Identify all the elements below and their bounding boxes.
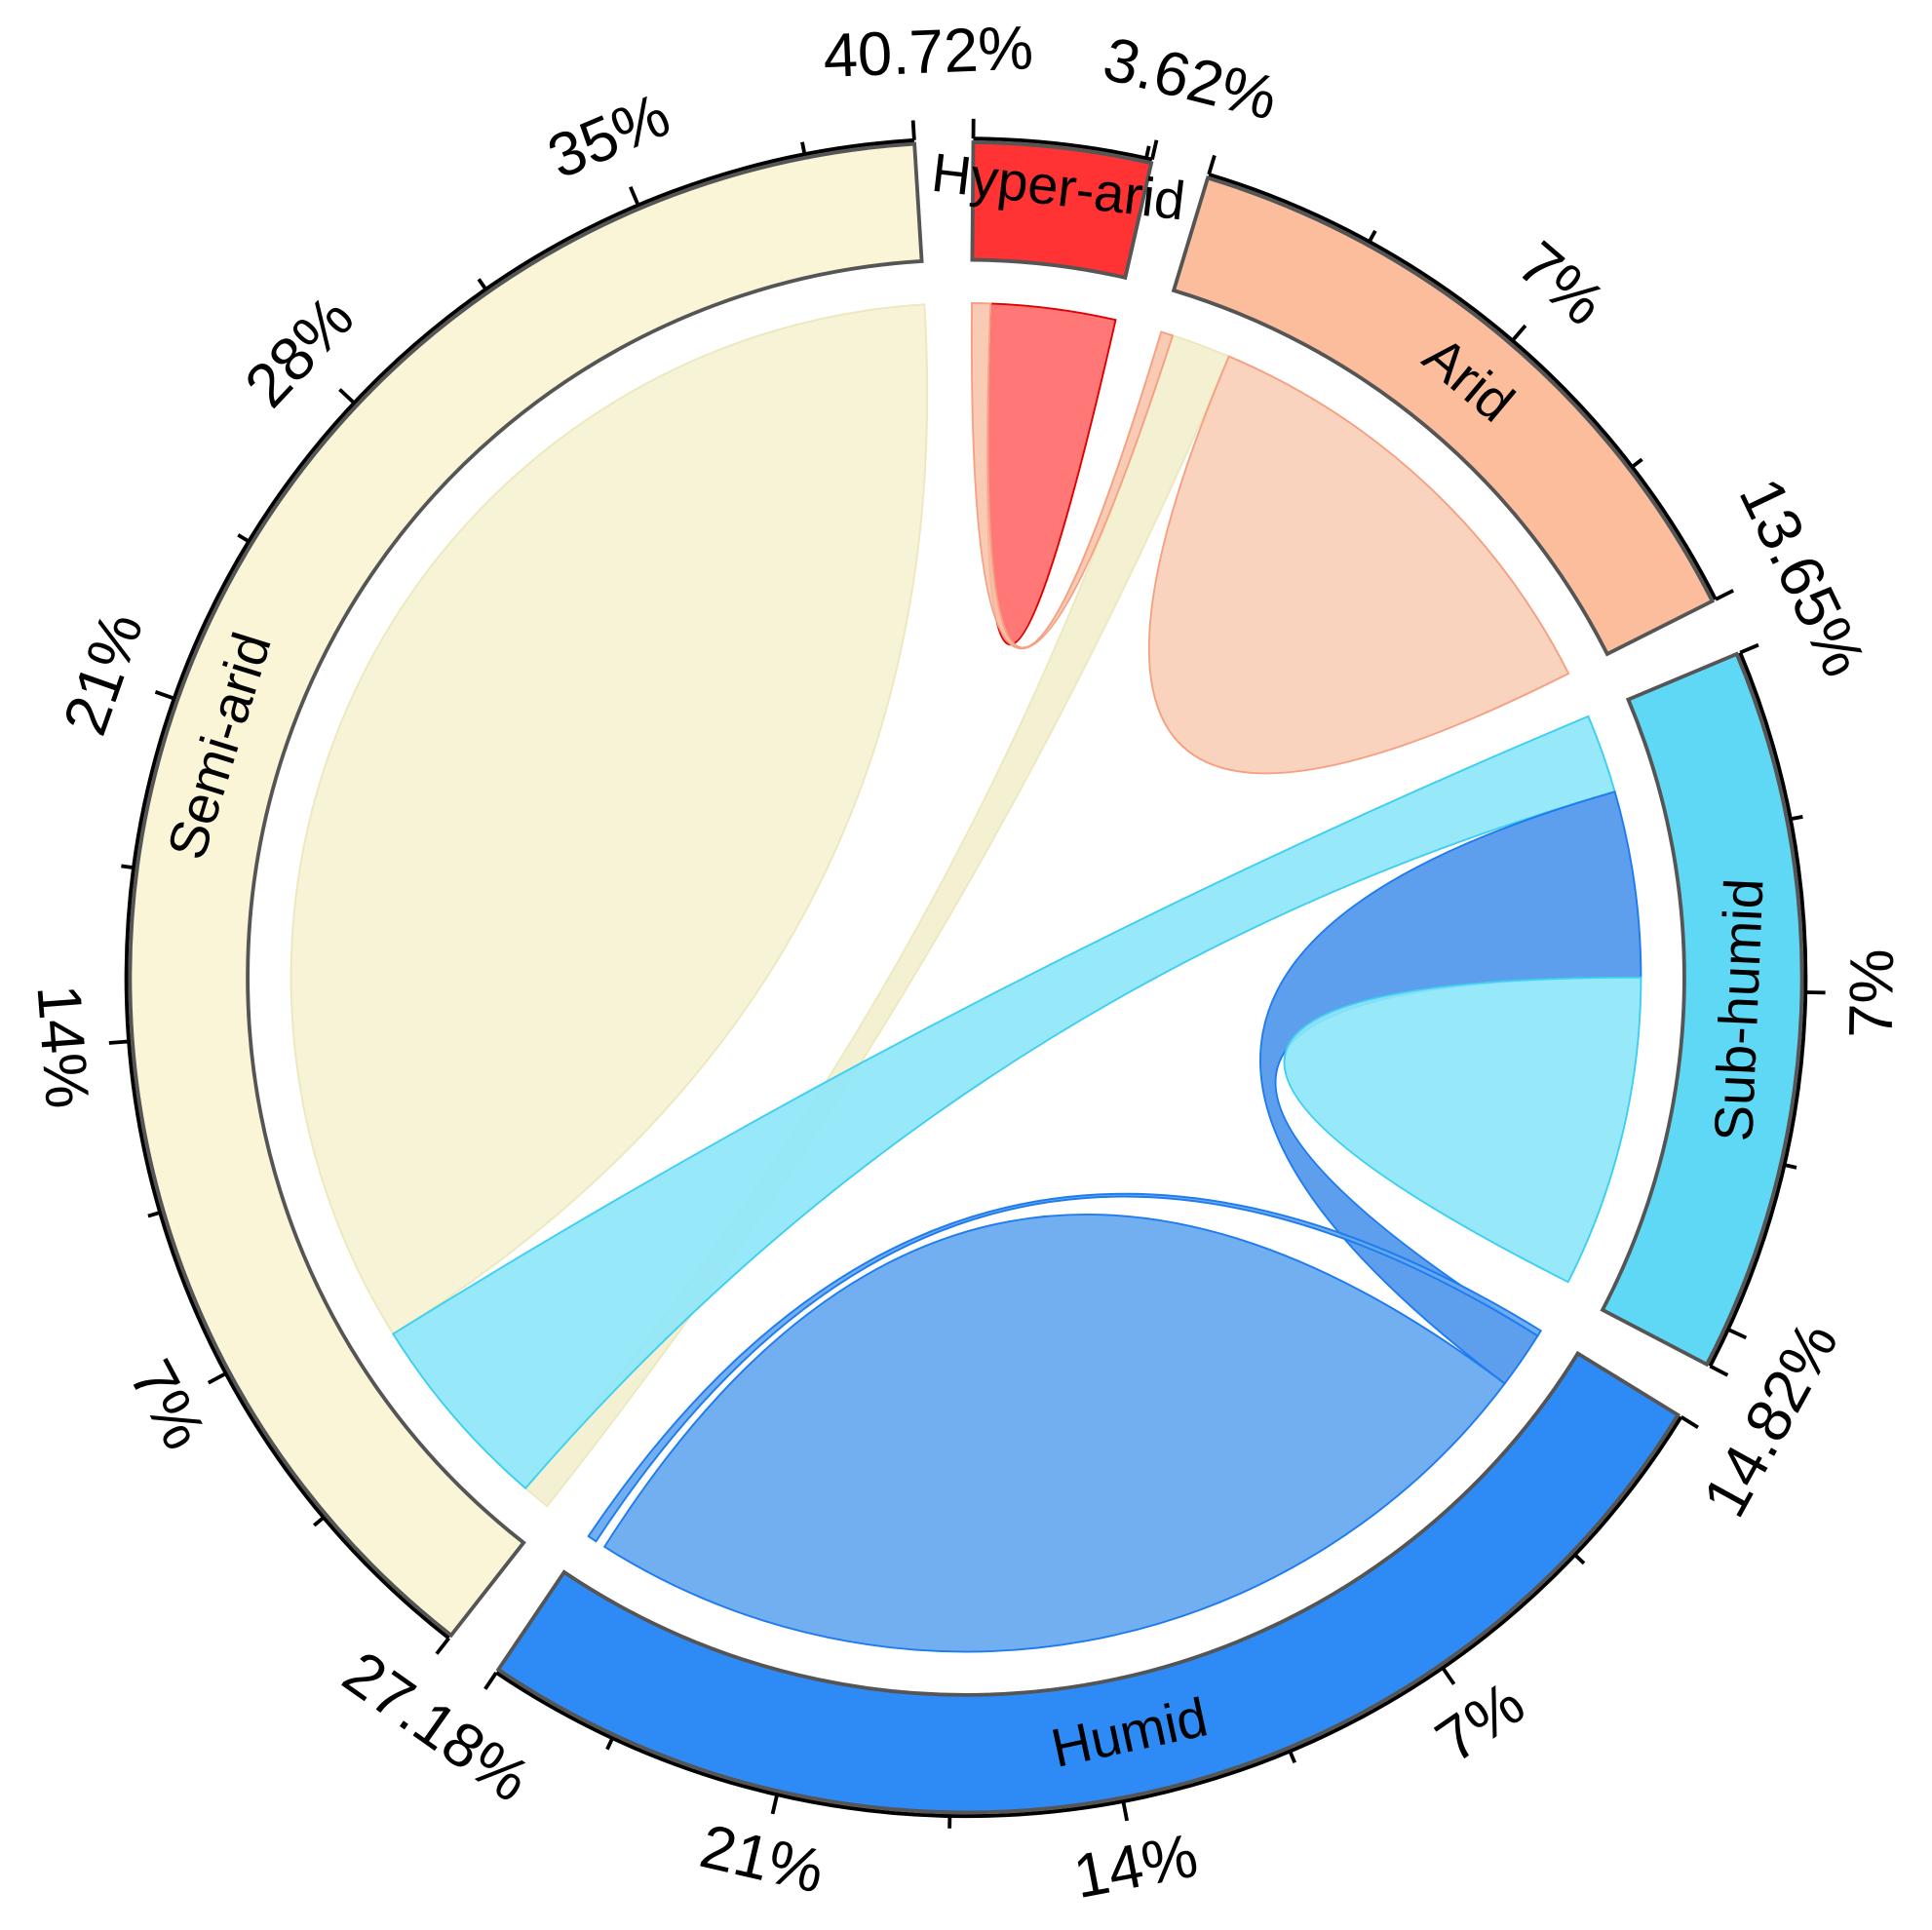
tick-label: 7% — [116, 1349, 218, 1460]
major-tick — [628, 186, 640, 207]
chord-link-humid-humid — [587, 1192, 1543, 1543]
minor-tick — [121, 864, 135, 869]
minor-tick — [147, 1211, 161, 1218]
major-tick — [1727, 1328, 1748, 1340]
minor-tick — [605, 1737, 614, 1751]
major-tick — [1441, 1667, 1456, 1685]
sector-hyper-arid — [970, 140, 1154, 281]
links-layer — [290, 302, 1642, 1653]
chord-link-sub-humid-semi-arid — [391, 714, 1616, 1490]
minor-tick — [1368, 229, 1377, 243]
tick-label: 14% — [1068, 1822, 1203, 1912]
tick-label: 28% — [232, 284, 367, 420]
major-tick — [1511, 324, 1527, 342]
chord-link-sub-humid-sub-humid — [1283, 976, 1642, 1284]
minor-tick — [1288, 1750, 1296, 1764]
major-tick — [1207, 154, 1217, 175]
minor-tick — [1573, 1553, 1586, 1565]
sectors-layer — [128, 140, 1804, 1815]
sector-total-label: 13.65% — [1725, 468, 1877, 686]
sector-axis — [124, 137, 915, 1640]
tick-label: 7% — [1837, 948, 1908, 1039]
chord-link-humid-humid — [602, 1213, 1506, 1653]
tick-label: 21% — [51, 604, 156, 744]
tick-label: 14% — [23, 983, 101, 1111]
sector-arid — [1171, 175, 1716, 657]
tick-label: 21% — [694, 1812, 831, 1907]
end-tick — [1715, 589, 1735, 601]
major-tick — [770, 1794, 779, 1815]
tick-label: 35% — [539, 81, 679, 192]
end-tick — [1150, 139, 1159, 160]
sector-humid — [495, 1350, 1681, 1815]
sector-axis — [1208, 173, 1718, 600]
major-tick — [1680, 1415, 1699, 1429]
end-tick — [1709, 1364, 1729, 1377]
sector-sub-humid — [1600, 651, 1804, 1368]
major-tick — [435, 1637, 450, 1655]
sector-total-label: 3.62% — [1097, 24, 1284, 133]
minor-tick — [237, 533, 251, 544]
sector-axis — [973, 136, 1153, 162]
sector-total-label: 40.72% — [822, 14, 1034, 91]
minor-tick — [800, 141, 807, 155]
minor-tick — [1790, 814, 1803, 822]
end-tick — [483, 1671, 498, 1690]
minor-tick — [312, 1516, 326, 1527]
sector-axis — [495, 1415, 1683, 1819]
sector-axis — [1708, 651, 1808, 1368]
major-tick — [1739, 642, 1759, 655]
chord-link-hyper-arid-arid — [970, 302, 1175, 650]
sector-name-label: Sub-humid — [1702, 877, 1774, 1142]
major-tick — [154, 690, 175, 701]
tick-label: 7% — [1505, 229, 1617, 339]
minor-tick — [1784, 1163, 1797, 1170]
minor-tick — [477, 278, 487, 290]
major-tick — [1121, 1800, 1130, 1822]
end-tick — [910, 120, 916, 140]
major-tick — [207, 1371, 227, 1385]
chord-link-semi-arid-semi-arid — [290, 303, 929, 1335]
major-tick — [108, 1039, 130, 1045]
sector-semi-arid — [128, 141, 924, 1639]
major-tick — [338, 388, 356, 405]
chord-link-arid-arid — [1147, 355, 1570, 775]
tick-label: 7% — [1424, 1669, 1536, 1776]
minor-tick — [1144, 145, 1151, 159]
minor-tick — [1631, 457, 1643, 469]
